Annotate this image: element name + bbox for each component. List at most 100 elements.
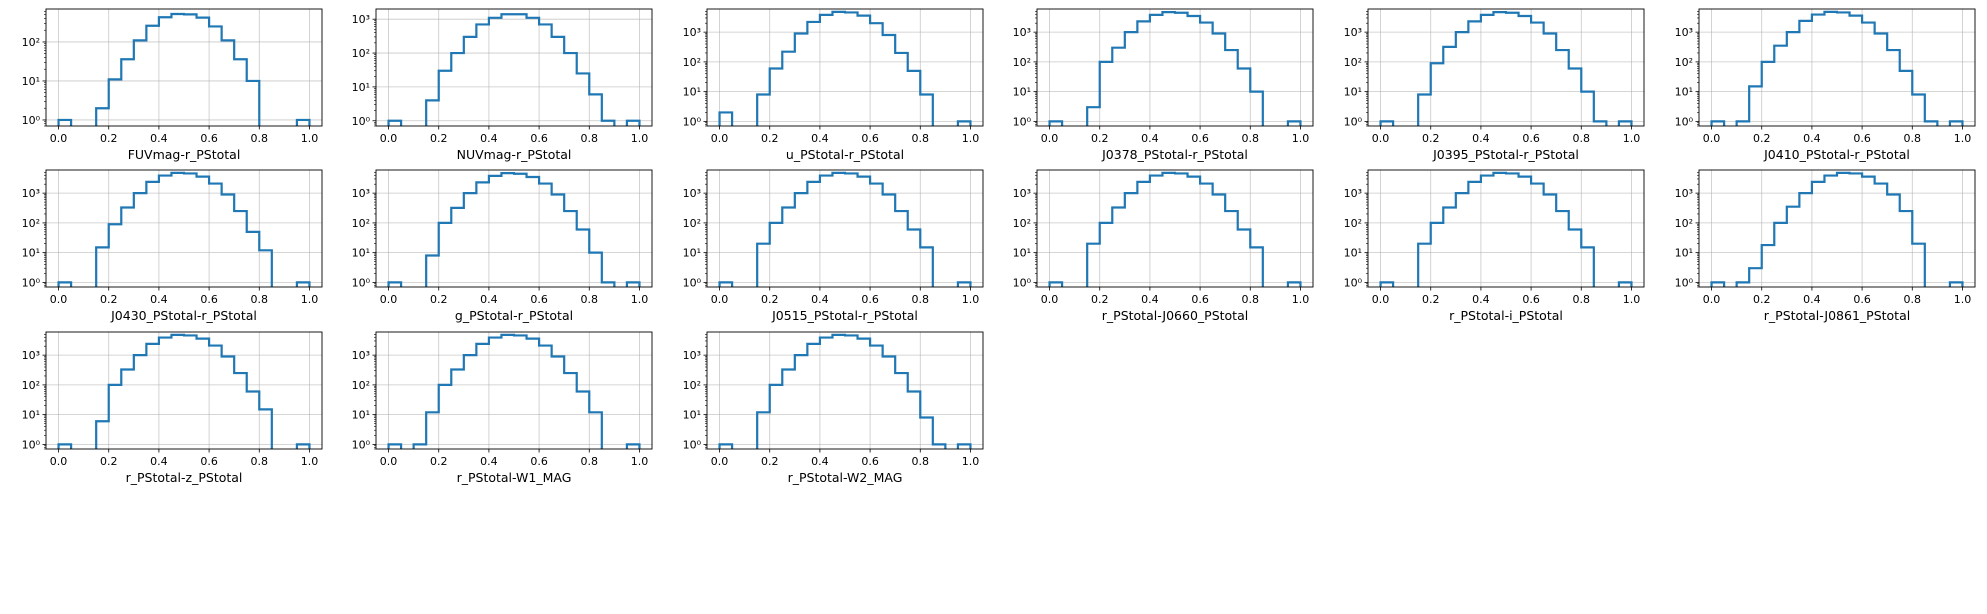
axes-frame bbox=[1367, 8, 1645, 127]
x-tick-label: 0.0 bbox=[50, 293, 68, 306]
x-tick-label: 0.2 bbox=[100, 132, 118, 145]
x-axis-label: J0378_PStotal-r_PStotal bbox=[1101, 147, 1248, 162]
x-tick-label: 0.4 bbox=[1803, 293, 1821, 306]
x-tick-label: 0.0 bbox=[711, 455, 729, 468]
x-tick-label: 0.4 bbox=[1141, 132, 1159, 145]
x-tick-label: 0.2 bbox=[1422, 293, 1440, 306]
x-tick-label: 0.4 bbox=[480, 455, 498, 468]
y-tick-label: 10¹ bbox=[1675, 86, 1693, 99]
x-tick-label: 0.0 bbox=[380, 293, 398, 306]
y-tick-label: 10⁰ bbox=[352, 115, 371, 128]
x-tick-label: 0.2 bbox=[1753, 132, 1771, 145]
y-tick-label: 10¹ bbox=[22, 247, 40, 260]
histogram-step-line bbox=[387, 13, 641, 126]
x-tick-label: 0.0 bbox=[50, 455, 68, 468]
y-tick-label: 10³ bbox=[1013, 26, 1031, 39]
x-tick-label: 0.2 bbox=[1091, 293, 1109, 306]
axes-frame bbox=[375, 331, 653, 450]
y-tick-label: 10⁰ bbox=[22, 438, 41, 451]
y-tick-label: 10⁰ bbox=[1675, 115, 1694, 128]
y-tick-label: 10² bbox=[1013, 56, 1031, 69]
y-tick-label: 10² bbox=[22, 36, 40, 49]
x-tick-label: 0.8 bbox=[912, 455, 930, 468]
y-tick-label: 10² bbox=[683, 217, 701, 230]
x-tick-label: 0.0 bbox=[1703, 293, 1721, 306]
x-tick-label: 0.4 bbox=[811, 455, 829, 468]
x-tick-label: 0.8 bbox=[251, 132, 269, 145]
y-tick-label: 10² bbox=[352, 379, 370, 392]
histogram-step-line bbox=[57, 171, 311, 287]
x-axis-label: r_PStotal-W2_MAG bbox=[788, 470, 903, 485]
y-tick-label: 10³ bbox=[1344, 26, 1362, 39]
y-tick-label: 10¹ bbox=[1344, 247, 1362, 260]
y-tick-label: 10³ bbox=[1675, 187, 1693, 200]
x-tick-label: 0.2 bbox=[761, 132, 779, 145]
axes-frame bbox=[1036, 8, 1314, 127]
y-tick-label: 10⁰ bbox=[683, 438, 702, 451]
y-tick-label: 10⁰ bbox=[1675, 276, 1694, 289]
x-tick-label: 0.2 bbox=[430, 455, 448, 468]
x-tick-label: 0.8 bbox=[912, 132, 930, 145]
y-tick-label: 10¹ bbox=[22, 409, 40, 422]
axes-frame bbox=[45, 169, 323, 288]
y-tick-label: 10³ bbox=[683, 26, 701, 39]
x-tick-label: 0.2 bbox=[100, 293, 118, 306]
x-tick-label: 0.6 bbox=[861, 293, 879, 306]
y-tick-label: 10¹ bbox=[683, 409, 701, 422]
subplot-11: 0.0 0.2 0.4 0.6 0.8 1.0 10⁰ 10¹ 10² 10³ r_PStotal-… bbox=[1344, 169, 1645, 323]
y-tick-label: 10¹ bbox=[352, 81, 370, 94]
axes-frame bbox=[1698, 169, 1976, 288]
y-tick-label: 10³ bbox=[352, 349, 370, 362]
x-tick-label: 0.2 bbox=[430, 293, 448, 306]
y-tick-label: 10² bbox=[352, 217, 370, 230]
x-tick-label: 1.0 bbox=[301, 132, 319, 145]
subplot-14: 0.0 0.2 0.4 0.6 0.8 1.0 10⁰ 10¹ 10² 10³ r_PStotal-… bbox=[352, 331, 653, 485]
x-axis-label: J0410_PStotal-r_PStotal bbox=[1763, 147, 1910, 162]
x-tick-label: 0.6 bbox=[530, 293, 548, 306]
x-axis-label: g_PStotal-r_PStotal bbox=[455, 308, 573, 323]
x-axis-label: J0515_PStotal-r_PStotal bbox=[771, 308, 918, 323]
axes-frame bbox=[375, 8, 653, 127]
x-tick-label: 0.4 bbox=[150, 293, 168, 306]
x-tick-label: 1.0 bbox=[1623, 132, 1641, 145]
axes-frame bbox=[45, 331, 323, 450]
x-tick-label: 0.6 bbox=[861, 132, 879, 145]
x-tick-label: 0.4 bbox=[480, 132, 498, 145]
x-tick-label: 0.0 bbox=[1041, 293, 1059, 306]
histogram-step-line bbox=[718, 10, 972, 126]
y-tick-label: 10³ bbox=[1675, 26, 1693, 39]
y-tick-label: 10⁰ bbox=[22, 276, 41, 289]
subplot-10: 0.0 0.2 0.4 0.6 0.8 1.0 10⁰ 10¹ 10² 10³ r_PStotal-… bbox=[1013, 169, 1314, 323]
histogram-step-line bbox=[1048, 171, 1302, 287]
y-tick-label: 10⁰ bbox=[1344, 276, 1363, 289]
subplot-7: 0.0 0.2 0.4 0.6 0.8 1.0 10⁰ 10¹ 10² 10³ J0430_PSto… bbox=[22, 169, 323, 323]
x-tick-label: 0.8 bbox=[581, 293, 599, 306]
x-tick-label: 0.8 bbox=[1904, 293, 1922, 306]
y-tick-label: 10² bbox=[1013, 217, 1031, 230]
x-axis-label: r_PStotal-i_PStotal bbox=[1449, 308, 1563, 323]
axes-frame bbox=[1036, 169, 1314, 288]
subplot-3: 0.0 0.2 0.4 0.6 0.8 1.0 10⁰ 10¹ 10² 10³ u_PStotal-… bbox=[683, 8, 984, 162]
x-tick-label: 0.6 bbox=[200, 293, 218, 306]
y-tick-label: 10² bbox=[683, 379, 701, 392]
x-tick-label: 0.6 bbox=[1853, 293, 1871, 306]
y-tick-label: 10³ bbox=[352, 13, 370, 26]
y-tick-label: 10¹ bbox=[352, 409, 370, 422]
x-tick-label: 0.2 bbox=[761, 293, 779, 306]
x-axis-label: FUVmag-r_PStotal bbox=[128, 147, 241, 162]
x-tick-label: 1.0 bbox=[962, 132, 980, 145]
y-tick-label: 10³ bbox=[683, 187, 701, 200]
y-tick-label: 10⁰ bbox=[1344, 115, 1363, 128]
x-axis-label: r_PStotal-z_PStotal bbox=[126, 470, 243, 485]
axes-frame bbox=[706, 169, 984, 288]
y-tick-label: 10¹ bbox=[1013, 86, 1031, 99]
y-tick-label: 10² bbox=[1344, 56, 1362, 69]
y-tick-label: 10⁰ bbox=[1013, 115, 1032, 128]
y-tick-label: 10² bbox=[1675, 56, 1693, 69]
x-tick-label: 1.0 bbox=[301, 455, 319, 468]
x-tick-label: 0.4 bbox=[1472, 293, 1490, 306]
subplot-5: 0.0 0.2 0.4 0.6 0.8 1.0 10⁰ 10¹ 10² 10³ J0395_PSto… bbox=[1344, 8, 1645, 162]
x-tick-label: 0.2 bbox=[1091, 132, 1109, 145]
x-tick-label: 0.2 bbox=[761, 455, 779, 468]
y-tick-label: 10³ bbox=[1013, 187, 1031, 200]
